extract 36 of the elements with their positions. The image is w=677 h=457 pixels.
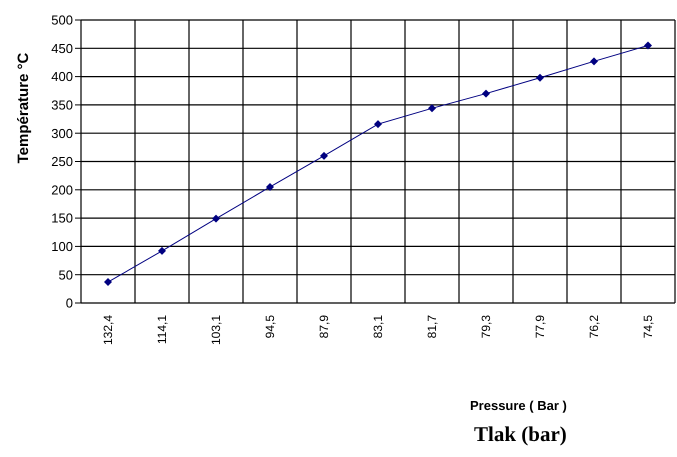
y-tick-label: 450: [51, 40, 73, 56]
text: Tlak (bar): [474, 422, 567, 447]
x-tick-label: 74,5: [641, 314, 655, 338]
x-tick-label: 87,9: [317, 314, 331, 338]
point: [266, 182, 274, 191]
y-tick-label: 400: [51, 69, 73, 84]
point: [590, 57, 598, 66]
point: [536, 74, 544, 82]
x-tick-label: 79,3: [479, 314, 493, 338]
x-tick-label: 76,2: [587, 314, 601, 338]
y-tick-label: 300: [51, 126, 73, 141]
x-tick-label: 81,7: [425, 314, 439, 338]
y-tick-label: 250: [51, 154, 73, 170]
x-tick-label: 94,5: [263, 314, 277, 338]
point: [374, 120, 382, 128]
point: [644, 41, 652, 50]
point: [428, 104, 436, 112]
x-tick-label: 132,4: [101, 314, 115, 346]
point: [158, 246, 166, 255]
point: [104, 278, 112, 286]
x-tick-label: 83,1: [371, 314, 385, 338]
x-axis-title: Pressure ( Bar ): [470, 398, 567, 413]
point: [482, 90, 490, 98]
y-tick-label: 350: [51, 98, 73, 113]
point: [212, 214, 220, 223]
x-tick-label: 103,1: [209, 314, 223, 346]
y-tick-label: 500: [51, 12, 73, 28]
y-tick-label: 100: [51, 239, 73, 254]
y-tick-label: 150: [51, 210, 73, 226]
x-tick-label: 114,1: [155, 314, 169, 344]
point: [320, 152, 328, 160]
y-tick-label: 50: [58, 267, 73, 282]
x-tick-label: 77,9: [533, 314, 547, 338]
y-axis-title: Température °C: [15, 52, 32, 164]
y-tick-label: 0: [66, 296, 73, 311]
y-tick-label: 200: [51, 182, 73, 198]
